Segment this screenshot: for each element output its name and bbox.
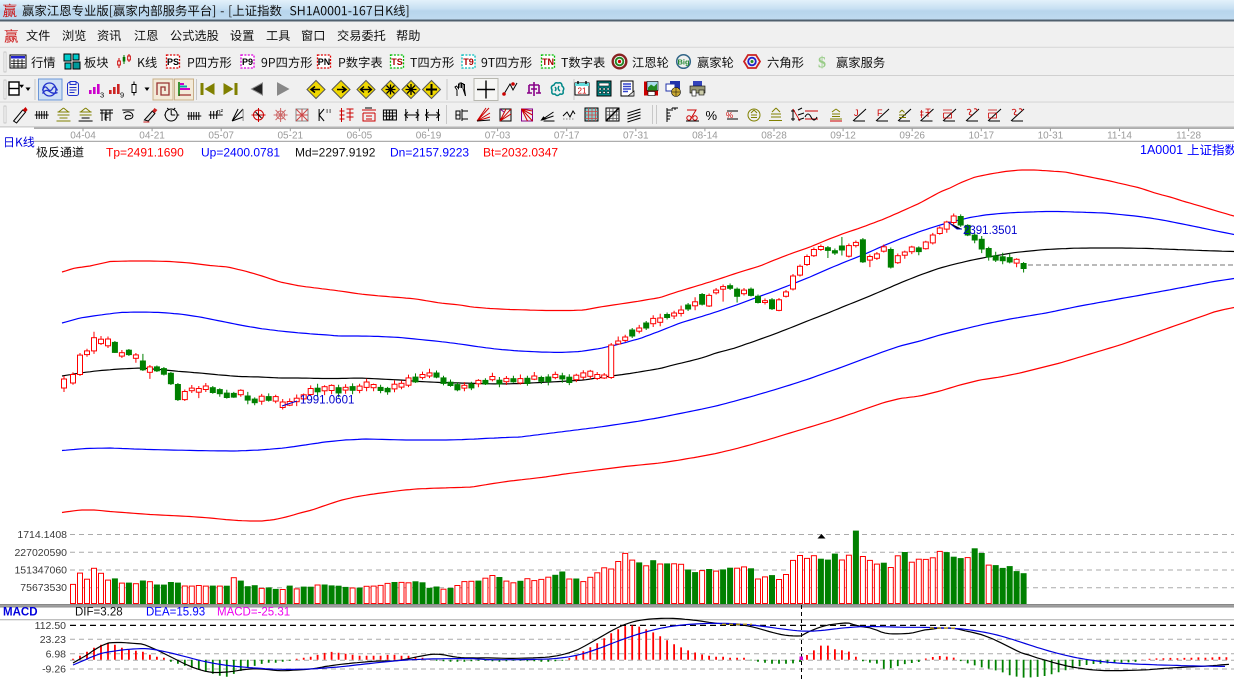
svg-text:%: % <box>726 111 733 120</box>
svg-text:MACD=-25.31: MACD=-25.31 <box>217 607 290 619</box>
svg-text:06-19: 06-19 <box>416 130 442 141</box>
svg-text:09-12: 09-12 <box>830 130 856 141</box>
svg-text:%: % <box>706 108 718 123</box>
svg-text:23.23: 23.23 <box>40 634 66 646</box>
svg-text:06-05: 06-05 <box>347 130 373 141</box>
svg-text:$: $ <box>818 55 826 72</box>
svg-text:P9: P9 <box>242 57 253 67</box>
svg-text:F: F <box>877 108 883 118</box>
svg-text:10-17: 10-17 <box>969 130 995 141</box>
svg-text:Big: Big <box>677 57 690 66</box>
svg-text:DIF=3.28: DIF=3.28 <box>75 607 123 619</box>
svg-text:Bt=2032.0347: Bt=2032.0347 <box>483 146 558 160</box>
svg-text:3: 3 <box>100 91 104 100</box>
svg-text:112.50: 112.50 <box>35 620 66 632</box>
svg-text:1991.0601: 1991.0601 <box>300 395 354 407</box>
svg-text:09-26: 09-26 <box>899 130 925 141</box>
svg-text:9: 9 <box>120 91 124 100</box>
svg-text:07-03: 07-03 <box>485 130 511 141</box>
svg-text:PN: PN <box>318 57 331 67</box>
svg-text:6.98: 6.98 <box>46 648 67 660</box>
svg-text:08-28: 08-28 <box>761 130 787 141</box>
svg-text:DEA=15.93: DEA=15.93 <box>146 607 205 619</box>
svg-text:11-14: 11-14 <box>1107 130 1132 141</box>
svg-text:10-31: 10-31 <box>1038 130 1064 141</box>
svg-text:Tp=2491.1690: Tp=2491.1690 <box>106 146 184 160</box>
svg-text:-9.26: -9.26 <box>42 663 66 675</box>
svg-text:2391.3501: 2391.3501 <box>963 225 1017 237</box>
svg-text:PS: PS <box>167 57 179 67</box>
svg-text:T9: T9 <box>463 57 474 67</box>
svg-text:J: J <box>854 108 859 118</box>
svg-text:Up=2400.0781: Up=2400.0781 <box>201 146 280 160</box>
svg-text:1714.1408: 1714.1408 <box>17 529 67 541</box>
svg-text:Md=2297.9192: Md=2297.9192 <box>295 146 376 160</box>
svg-text:151347060: 151347060 <box>14 565 67 577</box>
svg-text:TN: TN <box>542 57 554 67</box>
svg-text:05-07: 05-07 <box>208 130 234 141</box>
svg-text:n²: n² <box>217 109 224 116</box>
svg-text:F: F <box>104 113 109 122</box>
svg-text:75673530: 75673530 <box>20 582 67 594</box>
svg-text:08-14: 08-14 <box>692 130 718 141</box>
svg-text:05-21: 05-21 <box>278 130 304 141</box>
svg-text:21: 21 <box>578 87 587 96</box>
svg-text:07-17: 07-17 <box>554 130 580 141</box>
svg-text:04-21: 04-21 <box>139 130 165 141</box>
svg-text:MACD: MACD <box>3 607 38 619</box>
svg-text:227020590: 227020590 <box>14 547 67 559</box>
svg-text:07-31: 07-31 <box>623 130 649 141</box>
svg-text:1A0001: 1A0001 <box>1140 143 1183 157</box>
svg-text:Dn=2157.9223: Dn=2157.9223 <box>390 146 469 160</box>
svg-text:TS: TS <box>391 57 403 67</box>
svg-text:04-04: 04-04 <box>70 130 96 141</box>
svg-text:123: 123 <box>385 116 394 122</box>
svg-text:11-28: 11-28 <box>1176 130 1201 141</box>
